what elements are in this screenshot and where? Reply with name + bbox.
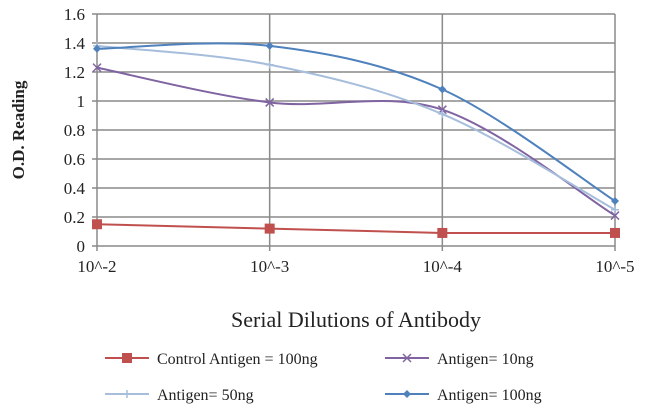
legend-label: Antigen= 100ng xyxy=(437,387,542,404)
y-axis-label: O.D. Reading xyxy=(9,80,28,179)
data-point xyxy=(92,63,102,73)
data-point xyxy=(92,219,102,230)
legend-item: Antigen= 10ng xyxy=(385,351,534,368)
data-point xyxy=(438,110,447,119)
y-tick-label: 1.6 xyxy=(64,5,85,24)
y-tick-label: 0.4 xyxy=(64,179,86,198)
y-tick-label: 1.2 xyxy=(64,63,85,82)
legend-item: Control Antigen = 100ng xyxy=(105,351,318,368)
data-point xyxy=(264,223,275,234)
data-point xyxy=(610,227,620,238)
legend-label: Control Antigen = 100ng xyxy=(157,351,318,368)
series-line xyxy=(96,42,616,202)
x-tick-label: 10^-3 xyxy=(250,257,289,276)
x-tick-label: 10^-5 xyxy=(595,257,634,276)
y-tick-label: 0.8 xyxy=(64,121,85,140)
series-line xyxy=(96,66,616,217)
data-point xyxy=(402,353,412,363)
data-point xyxy=(122,353,132,363)
y-tick-label: 0.2 xyxy=(64,208,85,227)
data-point xyxy=(611,205,619,214)
data-point xyxy=(611,197,619,206)
legend-label: Antigen= 10ng xyxy=(437,351,534,368)
x-tick-label: 10^-2 xyxy=(77,257,116,276)
data-point xyxy=(123,390,131,398)
series-line xyxy=(96,223,615,234)
y-tick-label: 1.4 xyxy=(64,34,86,53)
series-line xyxy=(96,44,616,211)
y-tick-label: 0 xyxy=(77,237,86,256)
data-point xyxy=(265,60,274,69)
data-point xyxy=(93,44,101,53)
legend-item: Antigen= 100ng xyxy=(385,387,542,404)
data-point xyxy=(265,97,275,107)
data-point xyxy=(265,41,274,50)
y-tick-label: 0.6 xyxy=(64,150,85,169)
x-axis-label: Serial Dilutions of Antibody xyxy=(231,307,481,332)
data-point xyxy=(403,390,411,398)
data-point xyxy=(438,85,447,94)
legend-item: Antigen= 50ng xyxy=(105,387,254,404)
data-point xyxy=(610,211,620,221)
x-tick-label: 10^-4 xyxy=(423,257,463,276)
y-tick-label: 1 xyxy=(77,92,86,111)
legend-label: Antigen= 50ng xyxy=(157,387,254,404)
data-point xyxy=(437,227,448,238)
